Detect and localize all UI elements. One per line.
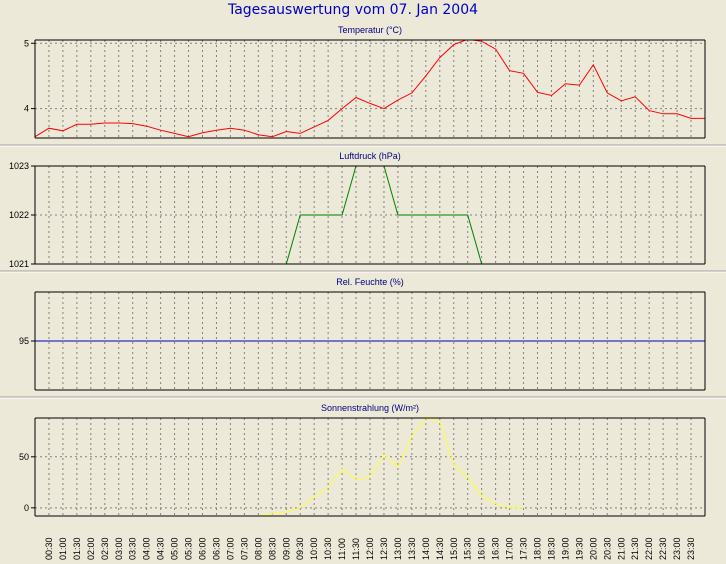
x-tick-label: 10:00 [309,537,319,560]
x-tick-label: 18:00 [533,537,543,560]
x-tick-label: 03:30 [128,537,138,560]
x-tick-label: 03:00 [114,537,124,560]
x-tick-label: 21:30 [630,537,640,560]
report-title: Tagesauswertung vom 07. Jan 2004 [227,2,478,18]
x-tick-label: 15:30 [463,537,473,560]
chart-panel-3: Rel. Feuchte (%) 95 [0,270,726,391]
x-tick-label: 20:30 [602,537,612,560]
chart-panel-1: Temperatur (°C) 4 5 [24,25,706,139]
x-tick-label: 16:30 [491,537,501,560]
x-tick-label: 13:00 [393,537,403,560]
x-tick-label: 18:30 [546,537,556,560]
y-tick-label: 1021 [9,259,29,269]
panel-title: Temperatur (°C) [338,25,402,35]
x-tick-label: 22:00 [644,537,654,560]
y-tick-label: 1022 [9,210,29,220]
x-tick-label: 09:30 [295,537,305,560]
y-tick-label: 4 [24,104,29,114]
x-tick-label: 22:30 [658,537,668,560]
x-tick-label: 07:00 [225,537,235,560]
x-tick-label: 02:00 [86,537,96,560]
x-tick-label: 21:00 [616,537,626,560]
x-tick-label: 08:30 [267,537,277,560]
y-tick-label: 50 [19,452,29,462]
x-tick-label: 13:30 [407,537,417,560]
x-tick-label: 11:30 [351,538,361,560]
x-tick-label: 17:30 [519,537,529,560]
plot-area [35,40,705,138]
x-tick-label: 12:00 [365,537,375,560]
x-tick-label: 06:30 [211,537,221,560]
series-line-4-1 [258,418,524,516]
y-tick-label: 0 [24,503,29,513]
chart-panel-2: Luftdruck (hPa) 1021 1022 1023 [0,144,726,269]
x-tick-label: 19:30 [574,537,584,560]
x-tick-label: 20:00 [588,537,598,560]
x-tick-label: 17:00 [505,537,515,560]
x-tick-label: 14:30 [435,537,445,560]
chart-panels: Temperatur (°C) 4 5 Luftdruck (hPa) 1021 1022… [0,25,726,517]
panel-title: Rel. Feuchte (%) [336,277,404,287]
y-tick-label: 95 [19,336,29,346]
x-tick-label: 23:30 [686,537,696,560]
x-tick-label: 04:30 [156,537,166,560]
x-tick-label: 16:00 [477,537,487,560]
plot-area [35,418,705,516]
chart-panel-4: Sonnenstrahlung (W/m²) 0 50 [0,396,726,517]
x-tick-label: 07:30 [239,537,249,560]
x-tick-label: 09:00 [281,537,291,560]
x-tick-label: 02:30 [100,537,110,560]
series-line-2-1 [285,166,496,264]
x-tick-label: 05:00 [170,537,180,560]
x-tick-label: 04:00 [142,537,152,560]
time-axis: 00:30 01:00 01:30 02:00 02:30 03:00 03:30 04:00… [44,537,696,560]
x-tick-label: 08:00 [253,537,263,560]
x-tick-label: 05:30 [184,537,194,560]
x-tick-label: 14:00 [421,537,431,560]
x-tick-label: 15:00 [449,537,459,560]
x-tick-label: 00:30 [44,537,54,560]
x-tick-label: 10:30 [323,537,333,560]
x-tick-label: 12:30 [379,537,389,560]
x-tick-label: 06:00 [198,537,208,560]
x-tick-label: 11:00 [337,538,347,560]
x-tick-label: 23:00 [672,537,682,560]
x-tick-label: 01:00 [58,537,68,560]
x-tick-label: 01:30 [72,537,82,560]
panel-title: Luftdruck (hPa) [339,151,401,161]
y-tick-label: 1023 [9,161,29,171]
x-tick-label: 19:00 [560,537,570,560]
y-tick-label: 5 [24,38,29,48]
panel-title: Sonnenstrahlung (W/m²) [321,403,419,413]
series-line-1-1 [35,40,705,138]
